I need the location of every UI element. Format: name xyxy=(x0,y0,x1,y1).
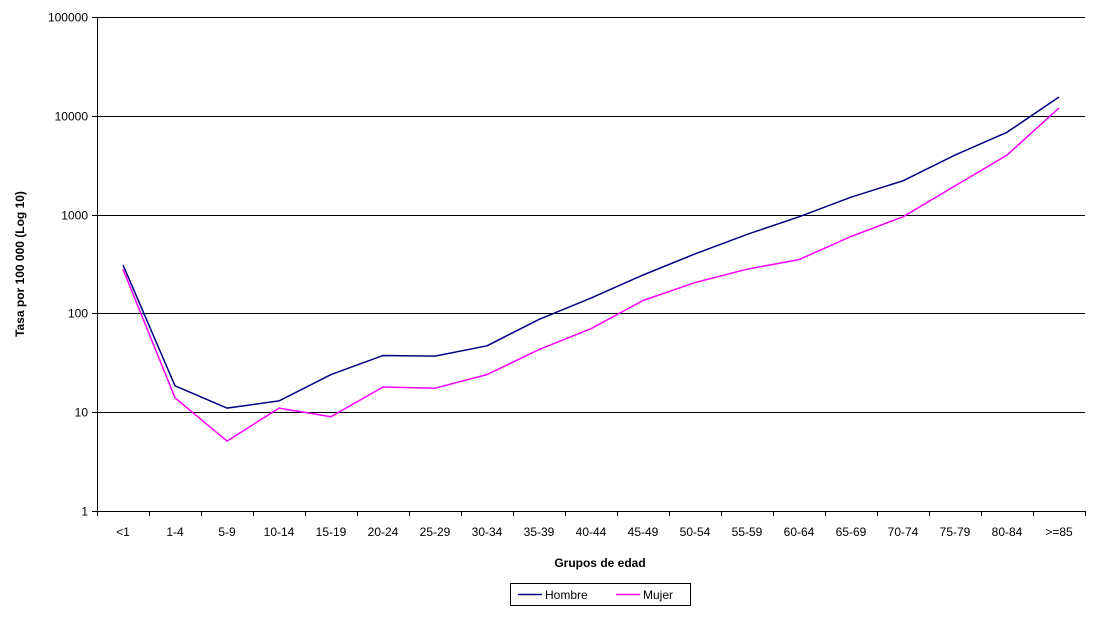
x-tick-label: 35-39 xyxy=(524,525,555,539)
series-line-mujer xyxy=(122,107,1060,442)
y-tick-label: 10000 xyxy=(55,110,89,124)
x-tick-label: 40-44 xyxy=(576,525,607,539)
x-tick-label: 55-59 xyxy=(732,525,763,539)
y-tick-labels: 1 10 100 1000 10000 100000 xyxy=(48,11,88,519)
legend-label-hombre: Hombre xyxy=(545,588,588,602)
x-tick-label: 60-64 xyxy=(784,525,815,539)
x-tick-label: 50-54 xyxy=(680,525,711,539)
x-axis-title: Grupos de edad xyxy=(554,556,645,570)
x-tick-label: 80-84 xyxy=(992,525,1023,539)
y-tick-label: 1 xyxy=(81,505,88,519)
y-axis-title: Tasa por 100 000 (Log 10) xyxy=(13,191,27,337)
x-tick-label: 45-49 xyxy=(628,525,659,539)
y-tick-label: 1000 xyxy=(61,209,88,223)
x-tick-label: 70-74 xyxy=(888,525,919,539)
x-tick-label: 20-24 xyxy=(368,525,399,539)
x-tick-label: 75-79 xyxy=(940,525,971,539)
axes xyxy=(92,17,1086,516)
x-tick-label: 65-69 xyxy=(836,525,867,539)
x-tick-labels: <1 1-4 5-9 10-14 15-19 20-24 25-29 30-34 35-39 40… xyxy=(116,525,1073,539)
x-tick-label: <1 xyxy=(116,525,130,539)
x-tick-label: 30-34 xyxy=(472,525,503,539)
x-tick-label: 15-19 xyxy=(316,525,347,539)
legend: Hombre Mujer xyxy=(510,583,691,606)
series-line-hombre xyxy=(122,96,1060,409)
series-lines xyxy=(122,96,1060,442)
gridlines xyxy=(97,17,1085,413)
x-tick-label: 1-4 xyxy=(166,525,184,539)
y-tick-label: 100 xyxy=(68,307,88,321)
y-tick-label: 100000 xyxy=(48,11,88,25)
x-tick-label: 10-14 xyxy=(264,525,295,539)
x-tick-label: 5-9 xyxy=(218,525,236,539)
legend-box xyxy=(510,583,691,606)
y-tick-label: 10 xyxy=(75,406,89,420)
legend-label-mujer: Mujer xyxy=(643,588,673,602)
x-tick-label: >=85 xyxy=(1045,525,1073,539)
x-tick-label: 25-29 xyxy=(420,525,451,539)
